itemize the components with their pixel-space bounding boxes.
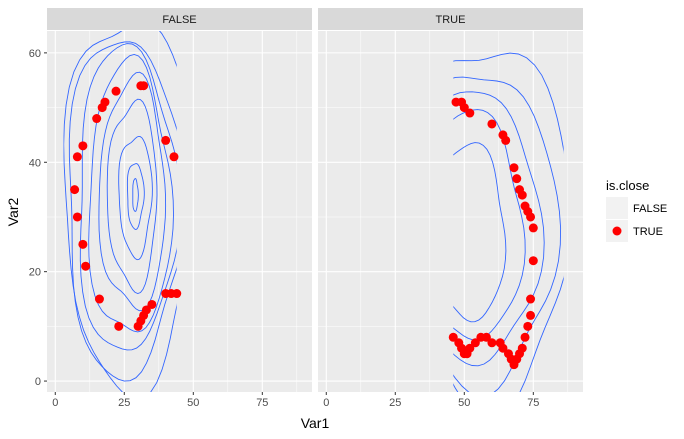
x-tick-label: 75	[256, 397, 268, 409]
y-tick-label: 0	[35, 376, 41, 388]
legend-title: is.close	[606, 178, 649, 193]
data-point	[147, 299, 157, 309]
data-point	[526, 294, 536, 304]
density-contour	[132, 177, 139, 212]
facet-strip	[318, 8, 583, 30]
y-tick-label: 20	[29, 267, 41, 279]
facet-panel-false: FALSE 0 25 50 75 0 20 40 60	[29, 8, 312, 409]
y-tick-label: 60	[29, 48, 41, 60]
facet-strip-label: FALSE	[162, 14, 196, 26]
x-tick-label: 0	[52, 397, 58, 409]
legend-label-false: FALSE	[633, 203, 667, 215]
data-point	[523, 321, 533, 331]
legend-label-true: TRUE	[633, 226, 663, 238]
density-contour	[118, 135, 153, 261]
data-point	[100, 97, 110, 107]
data-point	[448, 332, 458, 342]
data-point	[139, 81, 149, 91]
density-contour	[63, 31, 177, 392]
density-contour	[453, 142, 507, 323]
density-contour	[88, 54, 174, 333]
data-point	[501, 135, 511, 145]
facet-panel-true: TRUE 0 25 50 75	[318, 8, 583, 409]
data-point	[465, 108, 475, 118]
data-point	[459, 103, 469, 113]
data-point	[503, 349, 513, 359]
x-tick-label: 50	[458, 397, 470, 409]
data-point	[72, 152, 82, 162]
x-tick-label: 25	[118, 397, 130, 409]
x-tick-label: 75	[527, 397, 539, 409]
panel-background	[318, 31, 583, 392]
data-point	[454, 338, 464, 348]
data-point	[94, 294, 104, 304]
data-point	[512, 174, 522, 184]
data-point	[487, 338, 497, 348]
y-tick-label: 40	[29, 157, 41, 169]
data-point	[528, 256, 538, 266]
data-point	[487, 119, 497, 129]
data-point	[114, 321, 124, 331]
data-point	[517, 190, 527, 200]
data-point	[509, 163, 519, 173]
data-point	[161, 135, 171, 145]
x-tick-label: 50	[187, 397, 199, 409]
density-contour	[79, 43, 177, 351]
data-point	[92, 114, 102, 124]
data-point	[172, 289, 182, 299]
density-contour	[453, 52, 564, 392]
panel-background	[47, 31, 312, 392]
x-tick-label: 0	[323, 397, 329, 409]
data-point	[495, 338, 505, 348]
data-point	[111, 86, 121, 96]
data-point	[169, 152, 179, 162]
data-point	[526, 212, 536, 222]
data-point	[526, 310, 536, 320]
data-point	[528, 223, 538, 233]
data-point	[476, 332, 486, 342]
data-point	[72, 212, 82, 222]
legend: is.close FALSE TRUE	[606, 178, 667, 242]
legend-point-true	[612, 226, 622, 236]
data-point	[70, 185, 80, 195]
data-point	[470, 338, 480, 348]
data-point	[78, 141, 88, 151]
y-axis-label: Var2	[5, 198, 21, 227]
data-point	[520, 332, 530, 342]
density-contour	[126, 163, 145, 230]
legend-key-false	[606, 197, 628, 219]
data-point	[141, 305, 151, 315]
density-contour	[68, 41, 177, 382]
x-tick-label: 25	[389, 397, 401, 409]
density-contour	[106, 98, 158, 294]
data-point	[81, 261, 91, 271]
density-contour	[453, 109, 526, 341]
x-axis-label: Var1	[301, 415, 330, 431]
facet-strip-label: TRUE	[436, 14, 466, 26]
data-point	[78, 239, 88, 249]
density-contour	[453, 91, 545, 367]
facet-strip	[47, 8, 312, 30]
